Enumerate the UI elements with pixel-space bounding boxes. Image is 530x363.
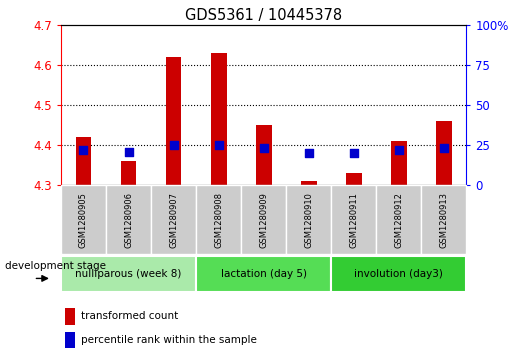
Point: [440, 146, 448, 151]
Bar: [106, 185, 151, 254]
Bar: [241, 185, 286, 254]
Text: nulliparous (week 8): nulliparous (week 8): [75, 269, 182, 279]
Point: [304, 150, 313, 156]
Point: [259, 146, 268, 151]
Text: GSM1280910: GSM1280910: [304, 192, 313, 248]
Text: GSM1280909: GSM1280909: [259, 192, 268, 248]
Text: transformed count: transformed count: [81, 311, 179, 322]
Bar: [376, 185, 421, 254]
Bar: [436, 121, 452, 185]
Text: GSM1280906: GSM1280906: [124, 192, 133, 248]
Bar: [211, 53, 226, 185]
Title: GDS5361 / 10445378: GDS5361 / 10445378: [185, 8, 342, 23]
Bar: [151, 185, 196, 254]
Text: GSM1280908: GSM1280908: [214, 192, 223, 248]
Bar: [391, 141, 407, 185]
Point: [80, 147, 88, 153]
Text: GSM1280905: GSM1280905: [79, 192, 88, 248]
Bar: [196, 256, 331, 292]
Text: involution (day3): involution (day3): [355, 269, 443, 279]
Bar: [301, 181, 316, 185]
Bar: [256, 125, 271, 185]
Text: percentile rank within the sample: percentile rank within the sample: [81, 335, 257, 345]
Text: GSM1280912: GSM1280912: [394, 192, 403, 248]
Bar: [65, 332, 75, 348]
Bar: [121, 161, 136, 185]
Bar: [61, 256, 196, 292]
Point: [214, 142, 223, 148]
Bar: [421, 185, 466, 254]
Bar: [331, 185, 376, 254]
Bar: [166, 57, 181, 185]
Bar: [286, 185, 331, 254]
Bar: [76, 137, 91, 185]
Point: [169, 142, 178, 148]
Text: GSM1280907: GSM1280907: [169, 192, 178, 248]
Text: GSM1280911: GSM1280911: [349, 192, 358, 248]
Text: GSM1280913: GSM1280913: [439, 192, 448, 248]
Bar: [331, 256, 466, 292]
Text: development stage: development stage: [5, 261, 106, 271]
Point: [350, 150, 358, 156]
Bar: [61, 185, 106, 254]
Point: [124, 149, 132, 155]
Bar: [346, 173, 361, 185]
Point: [394, 147, 403, 153]
Text: lactation (day 5): lactation (day 5): [220, 269, 307, 279]
Bar: [196, 185, 241, 254]
Bar: [65, 308, 75, 325]
